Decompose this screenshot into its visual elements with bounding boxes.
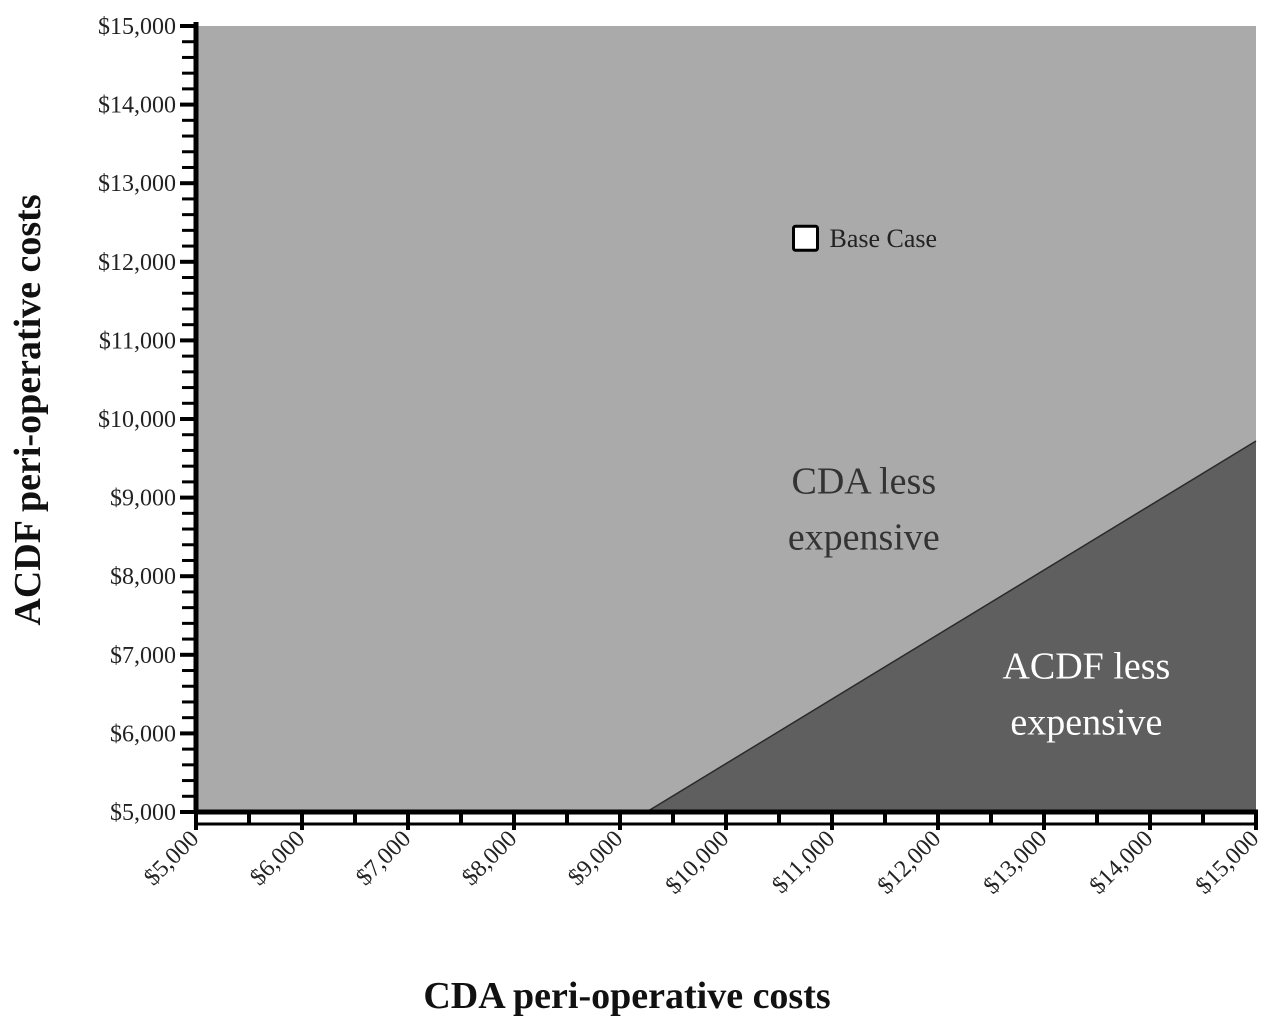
y-tick-label: $8,000 [110,564,176,590]
y-tick-label: $9,000 [110,486,176,512]
x-tick-label: $15,000 [1191,826,1265,900]
base-case-label: Base Case [830,224,938,253]
y-tick-label: $6,000 [110,721,176,747]
plot-area [196,26,1257,813]
y-axis-title: ACDF peri-operative costs [7,194,49,625]
x-tick-label: $5,000 [139,826,204,891]
x-axis-title: CDA peri-operative costs [423,975,830,1017]
labels: CDA peri-operative costs ACDF peri-opera… [7,194,1170,1017]
y-tick-label: $7,000 [110,643,176,669]
x-tick-label: $10,000 [661,826,735,900]
y-tick-label: $10,000 [98,407,176,433]
y-tick-label: $13,000 [98,171,176,197]
x-tick-label: $8,000 [457,826,522,891]
x-tick-label: $14,000 [1085,826,1159,900]
x-tick-label: $11,000 [767,826,840,899]
region-label-cda: CDA less expensive [788,461,940,559]
x-tick-label: $12,000 [873,826,947,900]
y-tick-label: $15,000 [98,14,176,40]
y-tick-label: $14,000 [98,93,176,119]
x-tick-label: $7,000 [351,826,416,891]
x-tick-label: $6,000 [245,826,310,891]
threshold-line [646,440,1257,813]
y-tick-label: $11,000 [99,328,176,354]
region-label-acdf: ACDF less expensive [1002,645,1170,743]
base-case-marker [792,224,819,252]
x-tick-label: $9,000 [563,826,628,891]
x-tick-label: $13,000 [979,826,1053,900]
y-tick-label: $5,000 [110,800,176,826]
y-tick-label: $12,000 [98,250,176,276]
